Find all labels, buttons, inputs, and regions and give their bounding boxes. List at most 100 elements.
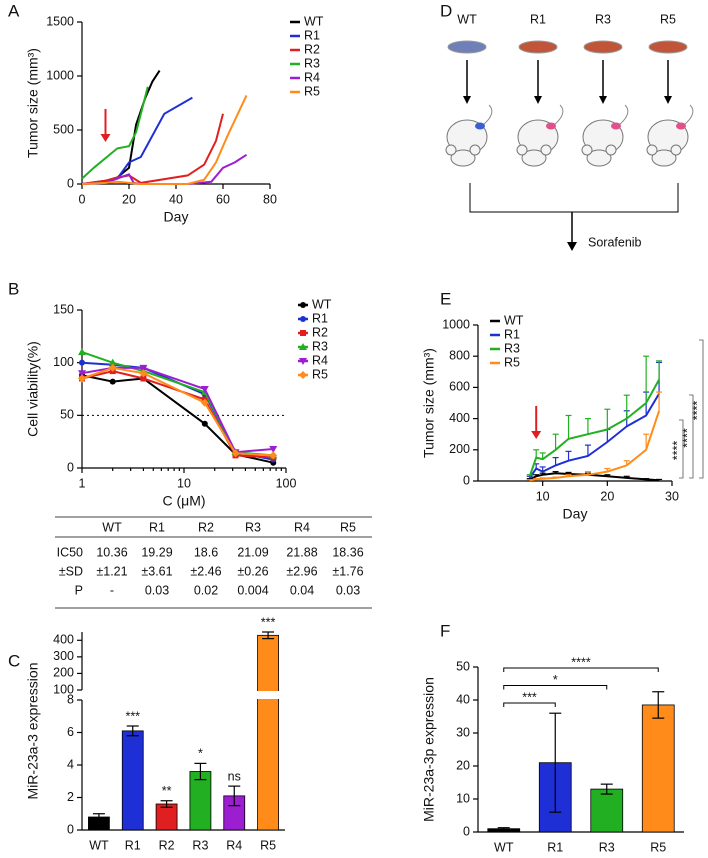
mouse-head <box>586 149 612 167</box>
marker <box>109 378 116 385</box>
x-tick-label: 20 <box>122 192 136 206</box>
arrow-head <box>463 96 471 104</box>
significance: ns <box>228 769 241 783</box>
legend-label: R5 <box>504 355 520 369</box>
mouse-ear <box>469 144 481 156</box>
mouse-ear <box>670 144 682 156</box>
dish <box>518 40 558 54</box>
x-tick-label: 1 <box>79 476 86 490</box>
mouse-head <box>651 149 677 167</box>
dish <box>447 40 487 54</box>
x-axis-label: C (μM) <box>162 493 205 509</box>
legend-label: R3 <box>504 341 520 355</box>
x-tick-label: 100 <box>276 476 297 490</box>
y-axis-label: MiR-23a-3p expression <box>421 677 437 822</box>
mouse-tail <box>553 104 564 126</box>
bar <box>590 788 624 833</box>
legend-label: R5 <box>312 367 328 381</box>
marker <box>200 398 209 407</box>
group-label: R5 <box>660 12 676 26</box>
bar <box>121 730 144 831</box>
y-tick-label: 4 <box>67 757 74 771</box>
y-tick-label: 20 <box>456 758 470 772</box>
axis-break <box>256 691 280 699</box>
tumor <box>546 122 556 130</box>
y-tick-label: 6 <box>67 725 74 739</box>
x-tick-label: 40 <box>169 192 183 206</box>
mouse-ear <box>540 144 552 156</box>
bar <box>641 704 675 833</box>
bar <box>189 771 212 831</box>
legend-label: R3 <box>304 56 320 70</box>
y-tick-label: 300 <box>53 649 74 663</box>
legend-marker <box>299 358 307 365</box>
panel-label: A <box>8 1 20 20</box>
x-tick-label: WT <box>89 838 109 852</box>
tumor <box>611 122 621 130</box>
legend-label: WT <box>504 313 524 327</box>
y-tick-label: 8 <box>67 692 74 706</box>
significance: ** <box>162 784 172 798</box>
bracket <box>503 702 556 707</box>
series-line <box>529 410 661 482</box>
y-tick-label: 1000 <box>46 68 74 82</box>
y-tick-label: 400 <box>53 633 74 647</box>
arrow-head <box>100 134 111 142</box>
x-tick-label: R1 <box>125 838 141 852</box>
table-cell: 0.03 <box>336 583 360 597</box>
legend-label: WT <box>312 297 332 311</box>
marker <box>78 374 86 383</box>
mouse-ear <box>605 144 617 156</box>
x-tick-label: 10 <box>177 476 191 490</box>
table-cell: 21.88 <box>286 545 317 559</box>
panel-label: C <box>8 651 20 670</box>
x-tick-label: 10 <box>536 489 550 503</box>
arrow-head <box>599 96 607 104</box>
y-tick-label: 1000 <box>442 317 470 331</box>
x-tick-label: R2 <box>159 838 175 852</box>
series-line <box>81 366 274 457</box>
legend-marker <box>299 343 307 350</box>
dish <box>583 40 623 54</box>
y-tick-label: 10 <box>456 791 470 805</box>
mouse-ear <box>581 144 593 156</box>
marker <box>139 369 148 378</box>
significance: **** <box>680 428 694 448</box>
series-line <box>81 113 224 185</box>
mouse-ear <box>445 144 457 156</box>
y-tick-label: 200 <box>53 666 74 680</box>
marker <box>269 446 278 454</box>
marker <box>201 420 208 427</box>
tumor <box>475 122 485 130</box>
significance: * <box>198 747 203 761</box>
legend-marker <box>299 371 307 379</box>
y-tick-label: 100 <box>53 355 74 369</box>
y-tick-label: 40 <box>456 692 470 706</box>
y-tick-label: 400 <box>449 411 470 425</box>
x-tick-label: R3 <box>192 838 208 852</box>
y-tick-label: 150 <box>53 302 74 316</box>
table-header: WT <box>102 520 122 534</box>
legend-label: R4 <box>304 70 320 84</box>
y-tick-label: 0 <box>67 822 74 836</box>
table-cell: ±1.76 <box>332 564 363 578</box>
arrow-head <box>567 242 577 251</box>
arrow-head <box>664 96 672 104</box>
x-tick-label: R5 <box>650 840 666 854</box>
y-axis-label: MiR-23a-3 expression <box>25 663 41 800</box>
bracket <box>469 183 679 213</box>
table-cell: 19.29 <box>141 545 172 559</box>
bar <box>155 803 178 831</box>
legend-label: R4 <box>312 353 328 367</box>
y-tick-label: 50 <box>60 408 74 422</box>
marker <box>78 370 86 378</box>
table-cell: ±3.61 <box>141 564 172 578</box>
table-header: R2 <box>198 520 214 534</box>
series-line <box>81 374 274 464</box>
series-line <box>81 86 149 180</box>
series-line <box>81 96 193 185</box>
significance: **** <box>670 441 684 461</box>
table-header: R3 <box>245 520 261 534</box>
